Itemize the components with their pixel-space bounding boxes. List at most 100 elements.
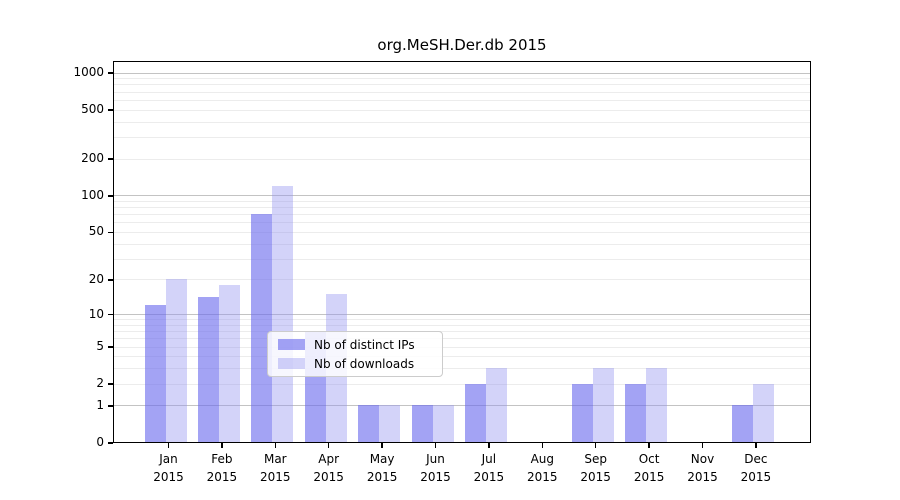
bar-jul-distinct-ips — [464, 383, 486, 443]
x-tick-month: Jan — [159, 452, 178, 466]
x-tick-label-aug: Aug 2015 — [514, 450, 570, 486]
y-tick-label: 500 — [81, 102, 104, 117]
bar-oct-downloads — [646, 368, 668, 443]
legend: Nb of distinct IPs Nb of downloads — [267, 331, 443, 377]
x-tick-month: Oct — [638, 452, 660, 466]
bar-feb-downloads — [218, 284, 240, 443]
x-tick-mark — [755, 443, 757, 448]
y-tick-mark — [108, 72, 113, 74]
x-tick-label-mar: Mar 2015 — [247, 450, 303, 486]
gridline-major — [114, 195, 810, 197]
x-tick-label-feb: Feb 2015 — [194, 450, 250, 486]
plot-area — [113, 61, 811, 443]
x-tick-month: Sep — [584, 452, 607, 466]
x-tick-year: 2015 — [633, 470, 665, 484]
gridline-minor — [114, 368, 810, 370]
gridline-minor — [114, 356, 810, 358]
x-tick-month: Nov — [690, 452, 715, 466]
bar-jul-downloads — [485, 368, 507, 443]
y-tick-mark — [108, 346, 113, 348]
x-tick-label-jun: Jun 2015 — [408, 450, 464, 486]
legend-item-distinct-ips: Nb of distinct IPs — [278, 338, 432, 352]
bar-feb-distinct-ips — [197, 297, 219, 443]
x-tick-mark — [327, 443, 330, 448]
gridline-minor — [114, 109, 810, 111]
x-tick-mark — [701, 443, 704, 448]
x-tick-month: Aug — [530, 452, 555, 466]
x-tick-label-jul: Jul 2015 — [461, 450, 517, 486]
gridline-minor — [114, 243, 810, 245]
y-tick-label: 5 — [96, 339, 104, 354]
gridline-minor — [114, 84, 810, 86]
bar-sep-distinct-ips — [571, 383, 593, 443]
bar-mar-distinct-ips — [251, 214, 273, 443]
y-tick-mark — [108, 231, 113, 234]
y-tick-mark — [108, 383, 113, 385]
x-tick-month: Jul — [481, 452, 497, 466]
x-tick-year: 2015 — [313, 470, 344, 484]
legend-label-distinct-ips: Nb of distinct IPs — [314, 337, 415, 352]
x-tick-month: Feb — [211, 452, 233, 466]
x-tick-mark — [648, 443, 650, 448]
x-tick-year: 2015 — [527, 470, 558, 484]
y-tick-mark — [108, 279, 113, 281]
x-tick-label-oct: Oct 2015 — [621, 450, 677, 486]
x-tick-mark — [541, 443, 544, 448]
bar-jun-distinct-ips — [411, 405, 433, 443]
legend-item-downloads: Nb of downloads — [278, 357, 432, 371]
x-tick-mark — [594, 443, 597, 448]
y-tick-label: 10 — [88, 306, 104, 321]
y-tick-mark — [108, 405, 113, 407]
x-tick-year: 2015 — [420, 470, 451, 484]
gridline-minor — [114, 331, 810, 333]
x-tick-month: Dec — [744, 452, 768, 466]
gridline-minor — [114, 99, 810, 101]
gridline-minor — [114, 222, 810, 224]
y-tick-label: 1 — [96, 397, 104, 412]
x-tick-label-nov: Nov 2015 — [675, 450, 731, 486]
y-tick-label: 100 — [81, 187, 104, 202]
gridline-minor — [114, 258, 810, 260]
bar-jan-distinct-ips — [144, 305, 166, 443]
bar-may-distinct-ips — [358, 405, 380, 443]
x-tick-month: May — [369, 452, 395, 466]
bar-oct-distinct-ips — [625, 383, 647, 443]
gridline-minor — [114, 91, 810, 93]
y-tick-mark — [108, 195, 113, 197]
gridline-minor — [114, 121, 810, 123]
y-tick-label: 1000 — [73, 65, 104, 80]
gridline-minor — [114, 319, 810, 321]
x-tick-year: 2015 — [740, 470, 772, 484]
gridline-minor — [114, 158, 810, 160]
legend-label-downloads: Nb of downloads — [314, 356, 415, 371]
gridline-major — [114, 314, 810, 316]
gridline-minor — [114, 324, 810, 326]
gridline-minor — [114, 78, 810, 80]
legend-swatch-downloads-icon — [278, 358, 305, 369]
gridline-minor — [114, 279, 810, 281]
x-tick-year: 2015 — [206, 470, 238, 484]
bar-jan-downloads — [165, 279, 187, 443]
y-tick-mark — [108, 158, 113, 160]
bar-dec-distinct-ips — [731, 405, 753, 443]
bar-sep-downloads — [592, 368, 614, 443]
x-tick-label-dec: Dec 2015 — [728, 450, 784, 486]
x-tick-label-sep: Sep 2015 — [568, 450, 624, 486]
y-tick-mark — [108, 442, 113, 444]
x-tick-label-jan: Jan 2015 — [141, 450, 197, 486]
bar-mar-downloads — [272, 185, 294, 443]
x-tick-mark — [274, 443, 277, 448]
x-tick-mark — [221, 443, 223, 448]
y-tick-label: 50 — [88, 224, 104, 239]
gridline-minor — [114, 214, 810, 216]
x-tick-year: 2015 — [473, 470, 505, 484]
gridline-minor — [114, 383, 810, 385]
bar-dec-downloads — [752, 383, 774, 443]
x-tick-month: Mar — [263, 452, 287, 466]
x-tick-mark — [488, 443, 490, 448]
y-tick-mark — [108, 313, 113, 316]
chart-title: org.MeSH.Der.db 2015 — [377, 36, 547, 54]
bar-may-downloads — [379, 405, 401, 443]
y-tick-label: 200 — [81, 151, 104, 166]
